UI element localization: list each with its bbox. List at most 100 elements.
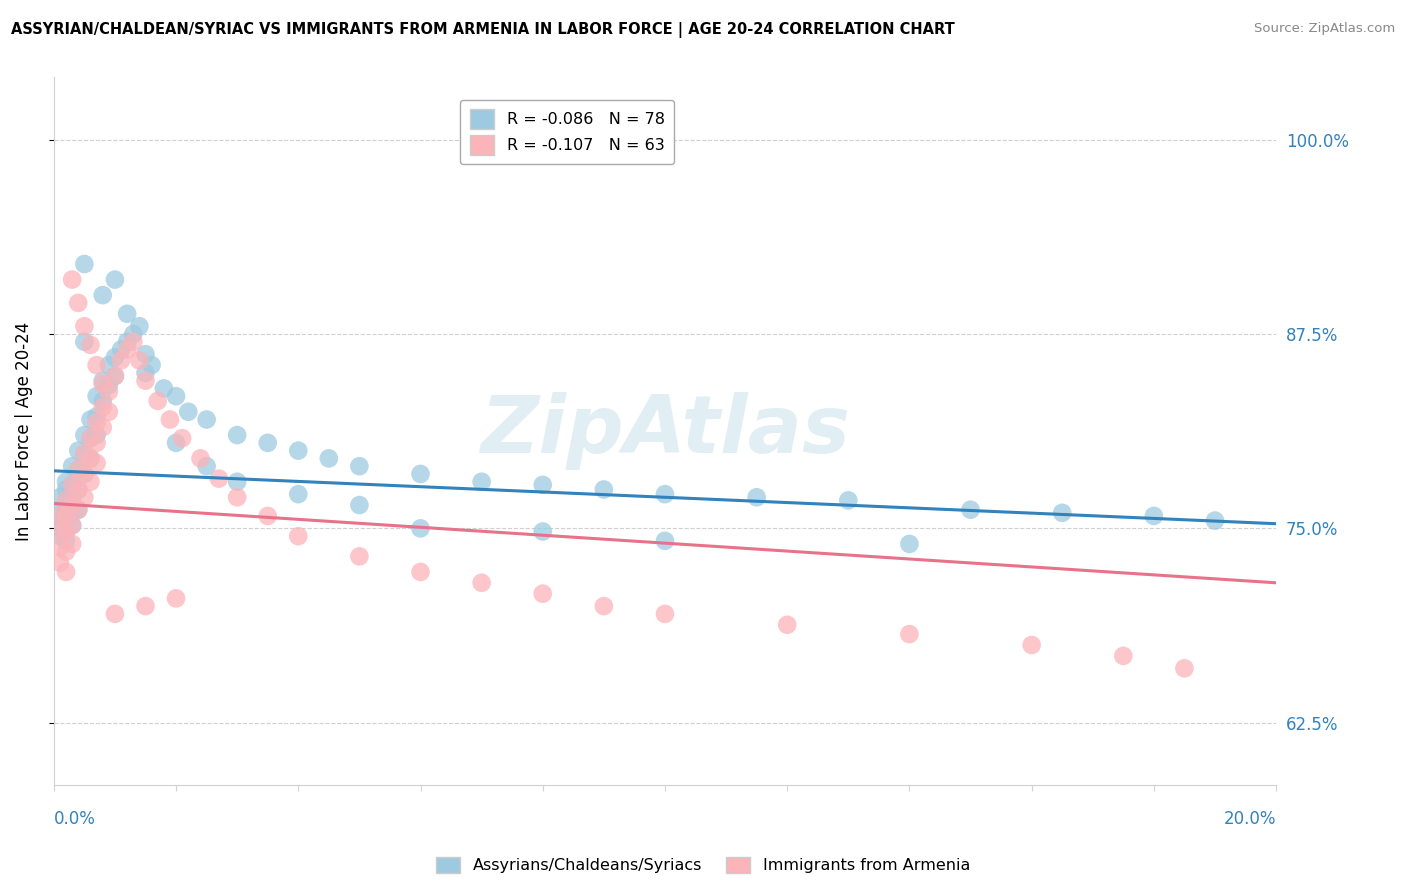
Point	[60, 506, 83, 520]
Point	[1173, 661, 1195, 675]
Point	[134, 347, 156, 361]
Point	[49, 508, 72, 523]
Point	[471, 475, 494, 489]
Legend: R = -0.086   N = 78, R = -0.107   N = 63: R = -0.086 N = 78, R = -0.107 N = 63	[460, 100, 673, 164]
Point	[104, 607, 127, 621]
Point	[287, 487, 309, 501]
Point	[67, 296, 90, 310]
Point	[104, 351, 127, 365]
Point	[208, 472, 231, 486]
Point	[110, 353, 132, 368]
Point	[73, 428, 96, 442]
Point	[49, 524, 72, 539]
Point	[55, 524, 77, 539]
Point	[79, 338, 101, 352]
Point	[55, 475, 77, 489]
Point	[91, 393, 114, 408]
Point	[592, 599, 614, 614]
Point	[60, 459, 83, 474]
Point	[67, 462, 90, 476]
Point	[60, 490, 83, 504]
Point	[104, 369, 127, 384]
Point	[256, 435, 278, 450]
Y-axis label: In Labor Force | Age 20-24: In Labor Force | Age 20-24	[15, 321, 32, 541]
Point	[837, 493, 859, 508]
Point	[60, 272, 83, 286]
Point	[86, 389, 108, 403]
Text: ASSYRIAN/CHALDEAN/SYRIAC VS IMMIGRANTS FROM ARMENIA IN LABOR FORCE | AGE 20-24 C: ASSYRIAN/CHALDEAN/SYRIAC VS IMMIGRANTS F…	[11, 22, 955, 38]
Point	[91, 376, 114, 391]
Point	[73, 467, 96, 481]
Point	[409, 521, 432, 535]
Point	[67, 483, 90, 497]
Point	[97, 358, 120, 372]
Point	[226, 428, 249, 442]
Point	[134, 366, 156, 380]
Point	[55, 514, 77, 528]
Point	[55, 483, 77, 497]
Point	[67, 443, 90, 458]
Point	[349, 549, 371, 564]
Point	[67, 483, 90, 497]
Legend: Assyrians/Chaldeans/Syriacs, Immigrants from Armenia: Assyrians/Chaldeans/Syriacs, Immigrants …	[429, 850, 977, 880]
Point	[115, 307, 138, 321]
Point	[104, 369, 127, 384]
Point	[110, 343, 132, 357]
Point	[49, 490, 72, 504]
Point	[128, 353, 150, 368]
Point	[73, 447, 96, 461]
Point	[122, 326, 145, 341]
Point	[654, 487, 676, 501]
Text: 20.0%: 20.0%	[1223, 810, 1277, 828]
Text: ZipAtlas: ZipAtlas	[479, 392, 849, 470]
Point	[67, 502, 90, 516]
Point	[165, 389, 187, 403]
Point	[55, 524, 77, 539]
Point	[226, 490, 249, 504]
Point	[60, 518, 83, 533]
Point	[73, 467, 96, 481]
Point	[86, 409, 108, 424]
Point	[128, 319, 150, 334]
Point	[134, 374, 156, 388]
Point	[165, 435, 187, 450]
Point	[104, 272, 127, 286]
Point	[531, 524, 554, 539]
Point	[73, 447, 96, 461]
Point	[91, 420, 114, 434]
Point	[287, 443, 309, 458]
Point	[60, 498, 83, 512]
Point	[654, 607, 676, 621]
Point	[55, 565, 77, 579]
Point	[654, 533, 676, 548]
Point	[79, 431, 101, 445]
Point	[79, 412, 101, 426]
Point	[49, 502, 72, 516]
Point	[73, 334, 96, 349]
Point	[79, 475, 101, 489]
Point	[60, 498, 83, 512]
Point	[898, 537, 921, 551]
Point	[97, 384, 120, 399]
Point	[55, 533, 77, 548]
Point	[159, 412, 181, 426]
Point	[115, 334, 138, 349]
Point	[1050, 506, 1073, 520]
Point	[73, 490, 96, 504]
Point	[1112, 648, 1135, 663]
Point	[409, 467, 432, 481]
Point	[195, 459, 218, 474]
Point	[49, 529, 72, 543]
Point	[190, 451, 212, 466]
Point	[349, 498, 371, 512]
Point	[318, 451, 340, 466]
Point	[471, 575, 494, 590]
Text: 0.0%: 0.0%	[53, 810, 96, 828]
Point	[49, 521, 72, 535]
Point	[153, 381, 176, 395]
Point	[60, 537, 83, 551]
Point	[55, 544, 77, 558]
Point	[86, 358, 108, 372]
Point	[79, 451, 101, 466]
Point	[1021, 638, 1043, 652]
